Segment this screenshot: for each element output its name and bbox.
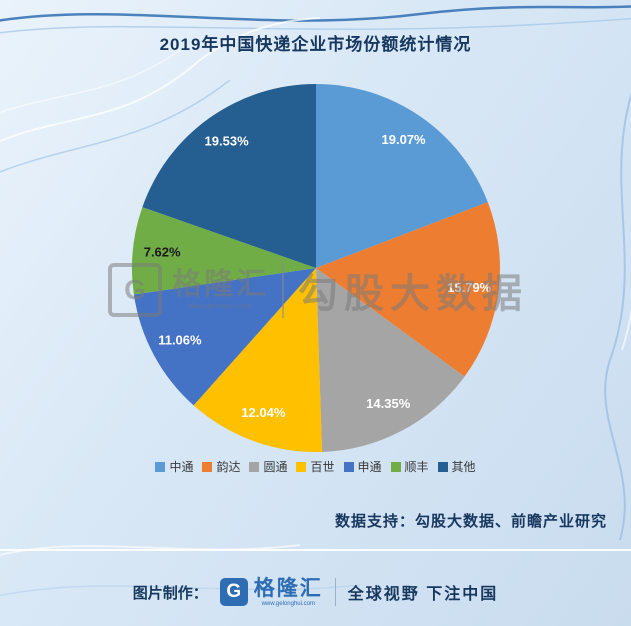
pie-slice-label-顺丰: 7.62% xyxy=(144,245,181,260)
data-source-note: 数据支持：勾股大数据、前瞻产业研究 xyxy=(334,513,607,530)
legend-swatch xyxy=(343,461,354,472)
chart-legend: 中通 韵达 圆通 百世 申通 顺丰 其他 xyxy=(0,458,631,475)
pie-slice-中通 xyxy=(316,84,488,268)
legend-label: 百世 xyxy=(310,460,335,474)
pie-slice-label-圆通: 14.35% xyxy=(366,396,411,411)
chart-title: 2019年中国快递企业市场份额统计情况 xyxy=(159,35,472,54)
pie-chart: 19.07% 15.79% 14.35% 12.04% 11.06% 7.62% 19.53… xyxy=(126,78,506,458)
pie-chart-svg: 19.07% 15.79% 14.35% 12.04% 11.06% 7.62% 19.53… xyxy=(132,84,500,452)
footer-slogan: 全球视野 下注中国 xyxy=(347,586,499,603)
legend-swatch xyxy=(296,461,307,472)
legend-label: 中通 xyxy=(169,460,194,474)
pie-slice-label-其他: 19.53% xyxy=(205,133,250,148)
legend-label: 圆通 xyxy=(263,460,288,474)
footer-brand-url: www.gelonghui.com xyxy=(261,600,315,607)
legend-item-申通: 申通 xyxy=(343,458,382,475)
legend-swatch xyxy=(202,461,213,472)
footer-brand-text: 格隆汇 xyxy=(253,576,323,600)
footer-brand-block: 格隆汇 www.gelonghui.com xyxy=(254,578,323,607)
legend-swatch xyxy=(249,461,260,472)
pie-slice-label-韵达: 15.79% xyxy=(447,280,492,295)
legend-label: 顺丰 xyxy=(404,460,429,474)
pie-slice-label-申通: 11.06% xyxy=(158,333,202,348)
pie-slice-申通 xyxy=(133,268,316,406)
legend-item-圆通: 圆通 xyxy=(249,458,287,475)
pie-slice-其他 xyxy=(142,84,316,268)
pie-slice-圆通 xyxy=(316,268,465,452)
pie-slice-label-中通: 19.07% xyxy=(382,132,427,147)
legend-item-韵达: 韵达 xyxy=(202,458,240,475)
legend-label: 申通 xyxy=(357,460,382,474)
legend-item-顺丰: 顺丰 xyxy=(390,458,429,475)
brand-logo-icon: G xyxy=(219,578,248,606)
pie-slice-label-百世: 12.04% xyxy=(241,405,286,420)
pie-slice-顺丰 xyxy=(132,207,316,295)
legend-swatch xyxy=(390,461,401,472)
legend-label: 韵达 xyxy=(216,460,241,474)
legend-item-其他: 其他 xyxy=(437,458,476,475)
footer-vertical-divider xyxy=(334,578,336,606)
legend-label: 其他 xyxy=(451,460,476,474)
legend-swatch xyxy=(437,461,448,472)
footer-divider-line xyxy=(0,549,631,551)
footer-brand-logo: G 格隆汇 www.gelonghui.com xyxy=(219,578,323,607)
legend-item-中通: 中通 xyxy=(155,458,193,475)
legend-swatch xyxy=(155,461,166,472)
legend-item-百世: 百世 xyxy=(296,458,335,475)
pie-slice-韵达 xyxy=(316,202,500,377)
made-by-label: 图片制作： xyxy=(132,584,208,602)
pie-slice-百世 xyxy=(193,268,323,452)
footer: 图片制作： G 格隆汇 www.gelonghui.com 全球视野 下注中国 xyxy=(0,566,631,618)
